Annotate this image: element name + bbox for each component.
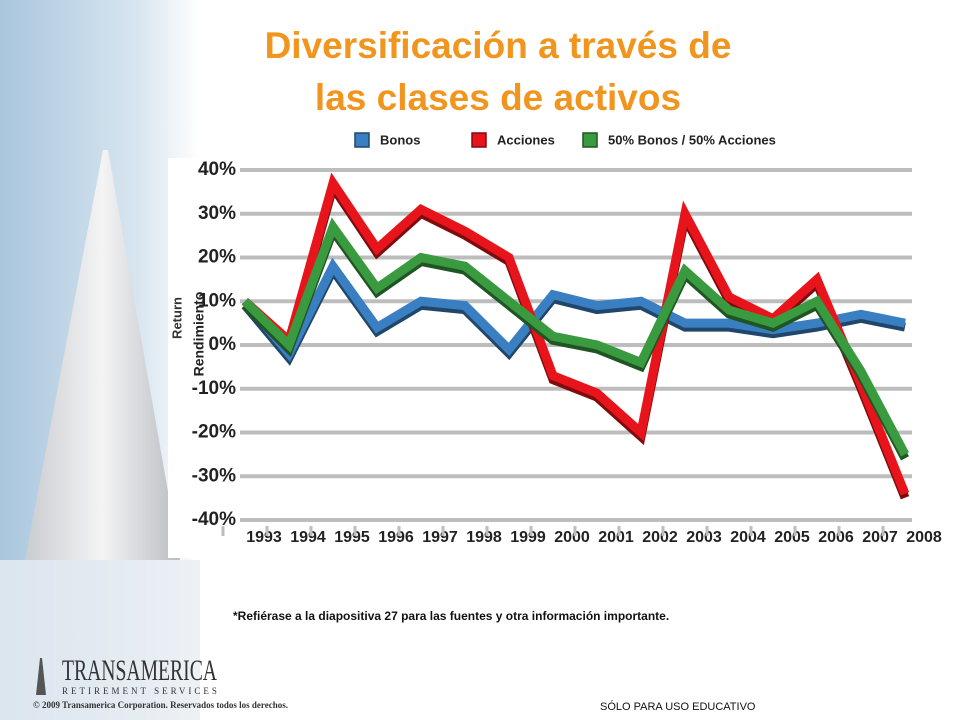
y-axis-label: Rendimiento — [191, 292, 207, 377]
copyright: © 2009 Transamerica Corporation. Reserva… — [33, 700, 288, 710]
y-tick-label: 30% — [198, 203, 236, 224]
footer: SÓLO PARA USO EDUCATIVO — [600, 700, 756, 713]
chart-title: Diversificación a través de — [265, 25, 732, 66]
x-tick-label: 2001 — [598, 529, 634, 546]
x-tick-label: 2000 — [554, 529, 590, 546]
x-tick-label: 2003 — [686, 529, 722, 546]
y-tick-label: -10% — [192, 378, 236, 399]
y-tick-label: 40% — [198, 159, 236, 180]
logo-tagline: RETIREMENT SERVICES — [62, 686, 220, 696]
x-tick-label: 1994 — [290, 529, 326, 546]
y-tick-label: -20% — [192, 422, 236, 443]
y-tick-label: 20% — [198, 247, 236, 268]
series-line — [241, 217, 909, 457]
logo-name: TRANSAMERICA — [62, 654, 217, 687]
x-tick-label: 1998 — [466, 529, 502, 546]
x-tick-label: 2002 — [642, 529, 678, 546]
chart-panel — [168, 158, 960, 558]
logo-icon — [36, 658, 46, 695]
image-fade — [0, 560, 200, 720]
legend-label: Bonos — [380, 132, 420, 147]
x-tick-label: 2006 — [818, 529, 854, 546]
x-tick-label: 1993 — [246, 529, 282, 546]
legend-label: Acciones — [497, 132, 555, 147]
x-tick-label: 2007 — [862, 529, 898, 546]
y-tick-label: 0% — [209, 334, 237, 355]
x-tick-label: 1995 — [334, 529, 370, 546]
legend-swatch — [582, 132, 598, 148]
x-tick-label: 1999 — [510, 529, 546, 546]
x-tick-label: 2005 — [774, 529, 810, 546]
y-tick-label: -40% — [192, 509, 236, 530]
y-tick-label: 10% — [198, 290, 236, 311]
series-line — [241, 172, 910, 496]
y-tick-label: -30% — [192, 465, 236, 486]
legend-swatch — [354, 132, 370, 148]
x-tick-label: 2004 — [730, 529, 766, 546]
x-tick-label: 1997 — [422, 529, 458, 546]
legend-swatch — [471, 132, 487, 148]
tower-image — [25, 150, 180, 560]
x-tick-label: 1996 — [378, 529, 414, 546]
legend-label: 50% Bonos / 50% Acciones — [608, 132, 776, 147]
chart-title: las clases de activos — [315, 77, 681, 118]
x-tick-label: 2008 — [906, 529, 942, 546]
series-line — [241, 257, 906, 362]
footnote: *Refiérase a la diapositiva 27 para las … — [233, 609, 669, 623]
y-axis-label: Return — [169, 297, 184, 339]
